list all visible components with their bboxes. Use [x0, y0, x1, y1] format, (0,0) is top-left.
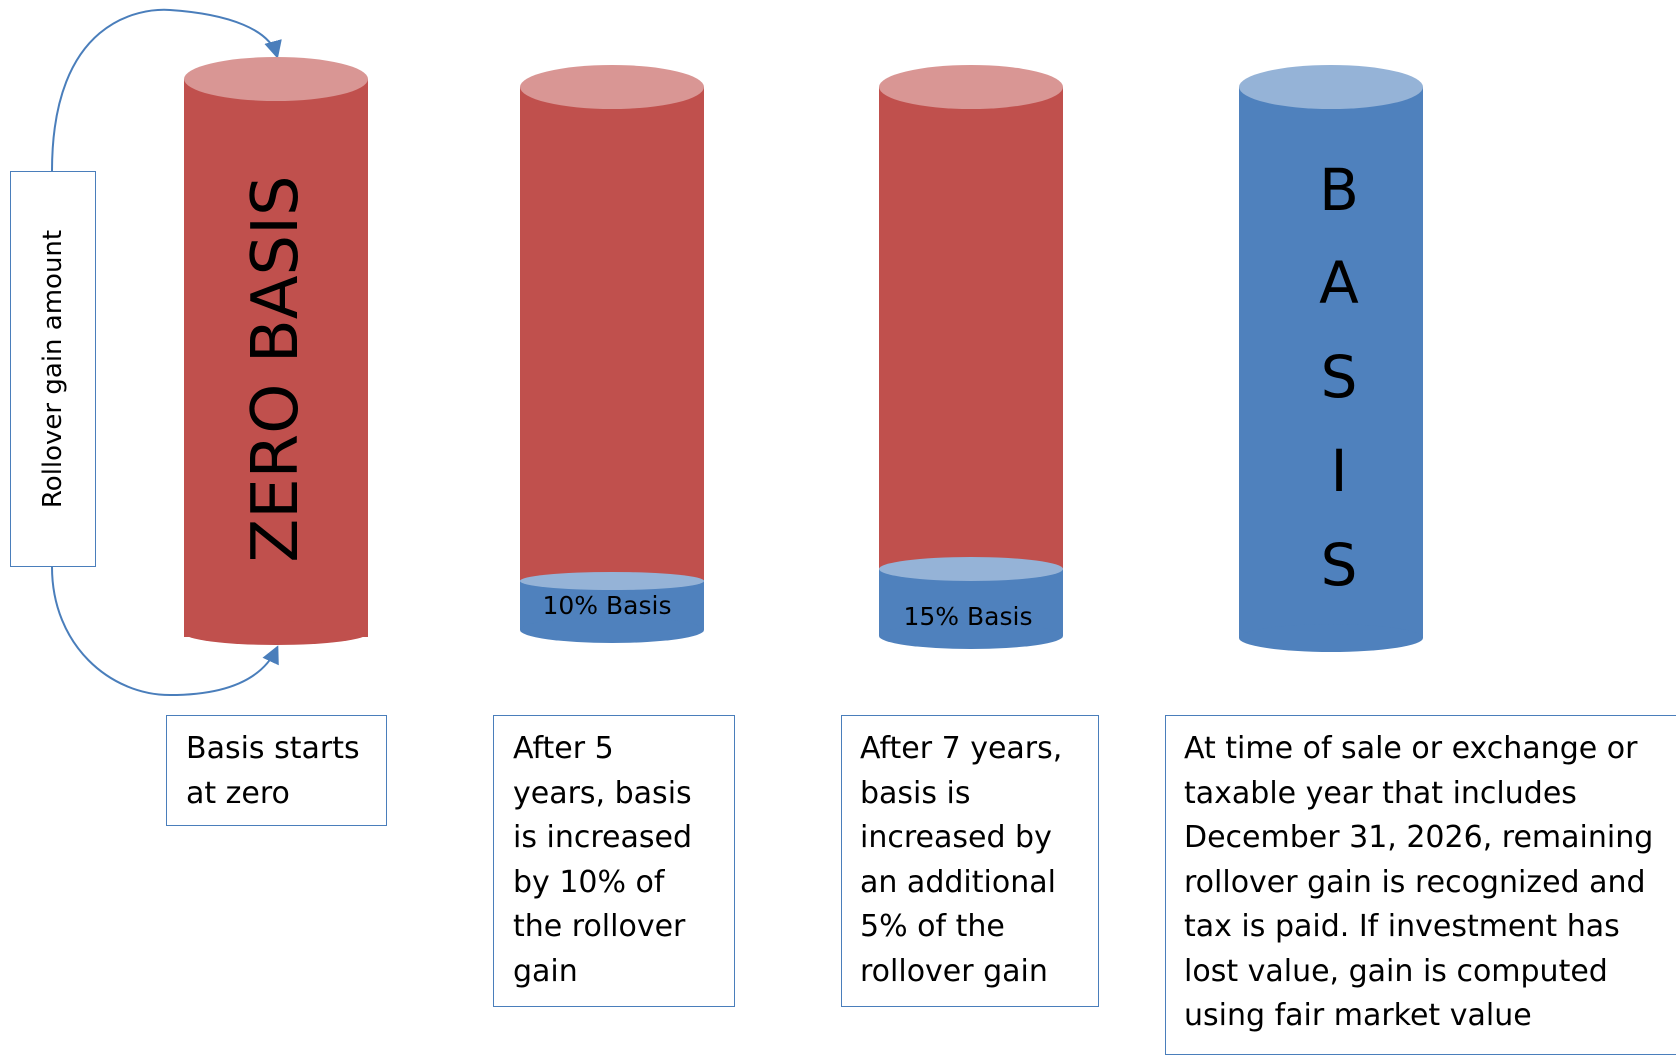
caption-line: December 31, 2026, remaining	[1184, 820, 1654, 855]
caption-box-after-5-years	[493, 715, 735, 1007]
cylinder-2-basis-top	[520, 572, 704, 590]
caption-line: After 5	[513, 731, 614, 766]
cylinder-1-bottom	[184, 621, 368, 645]
caption-line: the rollover	[513, 909, 686, 944]
caption-line: At time of sale or exchange or	[1184, 731, 1638, 766]
cylinder-4-top	[1239, 65, 1423, 109]
zero-basis-label: ZERO BASIS	[239, 175, 313, 562]
basis-letter-s: S	[1321, 343, 1358, 411]
caption-line: 5% of the	[860, 909, 1005, 944]
caption-line: basis is	[860, 775, 971, 811]
caption-line: years, basis	[513, 775, 692, 811]
cylinder-4-bottom	[1239, 624, 1423, 652]
caption-line: using fair market value	[1184, 998, 1532, 1033]
caption-line: at zero	[186, 775, 290, 811]
caption-after-7-years: After 7 years, basis is increased by an …	[860, 727, 1092, 994]
basis-letter-i: I	[1330, 437, 1347, 505]
cylinder-3-red-body	[879, 87, 1063, 569]
caption-line: taxable year that includes	[1184, 775, 1577, 811]
basis-letter-b: B	[1319, 156, 1359, 224]
cylinder-2-red-body	[520, 87, 704, 580]
caption-line: lost value, gain is computed	[1184, 953, 1608, 989]
ten-percent-basis-label: 10% Basis	[543, 591, 672, 620]
cylinder-15-percent: 15% Basis	[879, 65, 1063, 649]
caption-time-of-sale: At time of sale or exchange or taxable y…	[1184, 727, 1674, 1039]
cylinder-1-body	[184, 79, 368, 637]
cylinder-zero-basis: ZERO BASIS	[184, 57, 368, 645]
caption-box-after-7-years	[841, 715, 1099, 1007]
cylinder-3-top	[879, 65, 1063, 109]
cylinder-2-top	[520, 65, 704, 109]
cylinder-2-bottom	[520, 617, 704, 643]
caption-line: rollover gain	[860, 953, 1048, 989]
rollover-arrow-top	[51, 8, 282, 172]
basis-letter-a: A	[1319, 249, 1359, 317]
cylinder-10-percent: 10% Basis	[520, 65, 704, 643]
caption-line: by 10% of	[513, 864, 665, 900]
cylinder-4-body	[1239, 87, 1423, 638]
caption-after-5-years: After 5 years, basis is increased by 10%…	[513, 727, 728, 994]
cylinder-full-basis: B A S I S	[1239, 65, 1423, 652]
rollover-arrow-bottom	[51, 566, 279, 697]
caption-basis-starts: Basis starts at zero	[186, 727, 381, 816]
caption-box-basis-starts	[166, 715, 387, 826]
caption-box-time-of-sale	[1165, 715, 1676, 1055]
rollover-gain-label: Rollover gain amount	[38, 229, 68, 509]
caption-line: tax is paid. If investment has	[1184, 909, 1620, 944]
fifteen-percent-basis-label: 15% Basis	[904, 602, 1033, 631]
caption-line: an additional	[860, 864, 1056, 900]
caption-line: Basis starts	[186, 731, 360, 766]
caption-line: After 7 years,	[860, 731, 1063, 766]
basis-letter-s-final: S	[1321, 531, 1358, 599]
caption-line: rollover gain is recognized and	[1184, 864, 1646, 900]
caption-line: increased by	[860, 820, 1052, 855]
cylinder-1-top	[184, 57, 368, 101]
cylinder-3-basis-top	[879, 557, 1063, 581]
caption-line: is increased	[513, 820, 692, 855]
rollover-gain-box	[10, 171, 96, 567]
cylinder-3-bottom	[879, 623, 1063, 649]
caption-line: gain	[513, 953, 578, 989]
